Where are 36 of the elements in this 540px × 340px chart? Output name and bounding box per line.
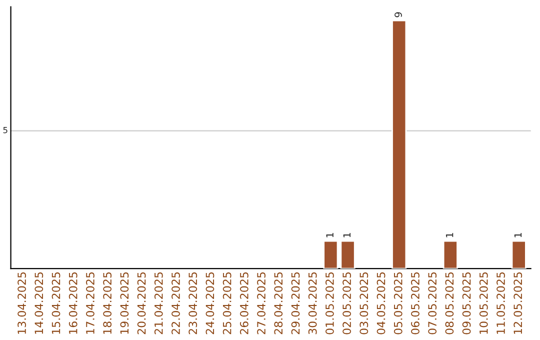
x-tick-label: 03.05.2025 [360,272,368,334]
x-tick-label: 29.04.2025 [291,272,300,334]
x-tick-label: 22.04.2025 [172,272,180,334]
x-tick-label: 19.04.2025 [120,272,129,334]
data-label: 1 [326,232,334,238]
x-tick-label: 10.05.2025 [479,272,488,334]
x-tick-label: 05.05.2025 [394,272,402,334]
x-tick-label: 24.04.2025 [206,272,214,334]
x-tick-label: 07.05.2025 [428,272,437,334]
x-tick-label: 16.04.2025 [68,272,78,334]
x-tick-label: 04.05.2025 [376,272,386,334]
x-tick-label: 09.05.2025 [462,272,471,334]
x-tick-label: 14.04.2025 [34,272,44,334]
x-tick-label: 27.04.2025 [257,272,266,334]
x-tick-label: 12.05.2025 [514,272,522,334]
x-tick-label: 02.05.2025 [342,272,352,334]
data-label: 1 [514,232,522,238]
data-label: 9 [394,12,402,18]
x-tick-label: 13.04.2025 [18,272,26,334]
x-tick-label: 23.04.2025 [188,272,198,334]
x-tick-label: 11.05.2025 [496,272,505,334]
x-tick-label: 01.05.2025 [326,272,334,334]
x-tick-label: 25.04.2025 [222,272,232,334]
x-tick-label: 15.04.2025 [52,272,60,334]
x-tick-label: 17.04.2025 [86,272,94,334]
x-tick-label: 08.05.2025 [445,272,454,334]
data-label: 1 [446,232,454,238]
x-tick-label: 21.04.2025 [154,272,163,334]
x-tick-label: 26.04.2025 [240,272,248,334]
x-tick-label: 30.04.2025 [308,272,317,334]
x-tick-label: 20.04.2025 [137,272,146,334]
x-tick-label: 28.04.2025 [274,272,283,334]
data-label: 1 [343,232,350,238]
y-tick-label: 5 [3,127,8,134]
x-tick-label: 18.04.2025 [103,272,112,334]
x-tick-label: 06.05.2025 [411,272,420,334]
